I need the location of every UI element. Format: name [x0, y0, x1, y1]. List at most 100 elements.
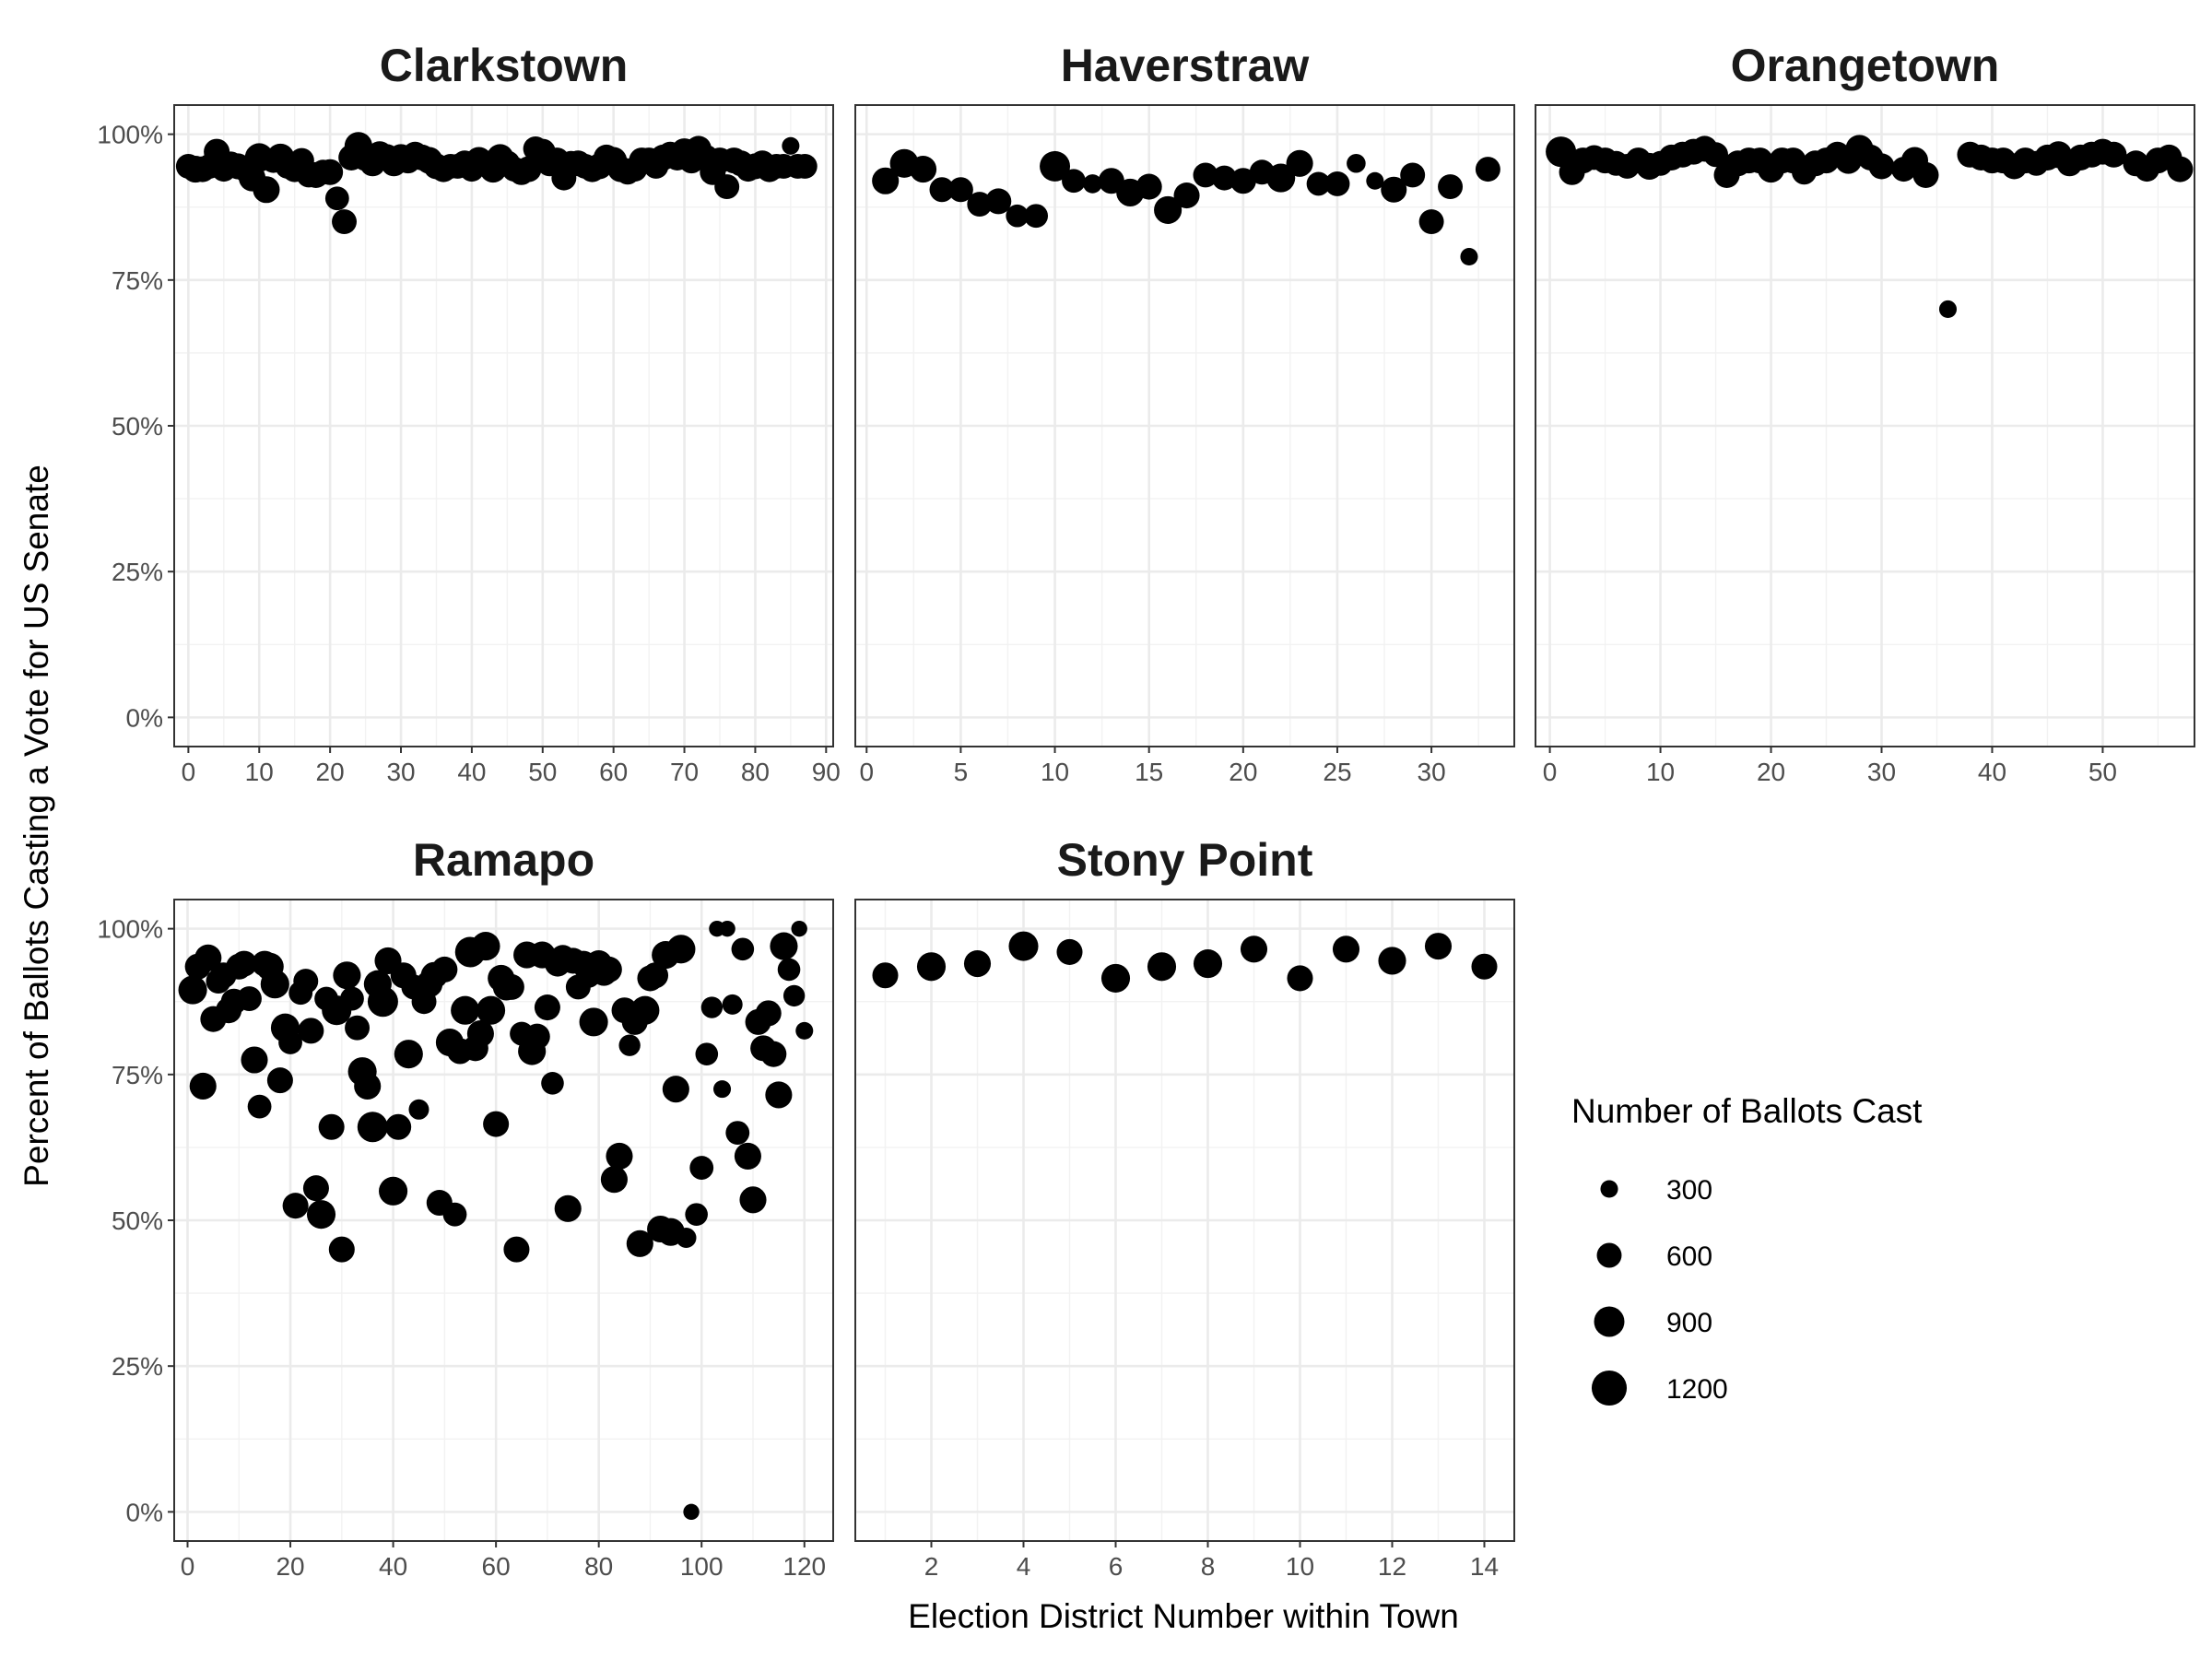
data-point	[676, 1227, 697, 1248]
data-point	[466, 1019, 494, 1048]
data-point	[554, 1194, 582, 1222]
data-point	[451, 995, 480, 1025]
data-point	[1154, 195, 1182, 224]
data-point	[1056, 938, 1083, 965]
legend-key-600	[1596, 1242, 1622, 1268]
data-point	[685, 1203, 708, 1226]
data-point	[1868, 153, 1895, 180]
y-tick-label: 25%	[112, 558, 163, 586]
data-point	[340, 986, 364, 1011]
x-tick-label: 2	[924, 1552, 939, 1581]
data-point	[332, 209, 357, 235]
data-point	[282, 1193, 309, 1219]
data-point	[595, 956, 622, 982]
data-point	[189, 1072, 217, 1100]
data-point	[689, 1156, 714, 1180]
data-point	[1240, 935, 1268, 963]
data-point	[731, 937, 755, 961]
x-tick-label: 20	[276, 1552, 304, 1581]
x-tick-label: 12	[1378, 1552, 1406, 1581]
x-tick-label: 8	[1201, 1552, 1216, 1581]
x-tick-label: 80	[741, 758, 770, 786]
x-tick-label: 0	[182, 758, 196, 786]
data-point	[1193, 949, 1223, 979]
data-point	[477, 995, 506, 1025]
x-tick-label: 20	[1229, 758, 1257, 786]
facet-title-ramapo: Ramapo	[413, 834, 594, 886]
panel-border	[1535, 104, 2195, 747]
data-point	[1400, 162, 1426, 188]
data-point	[178, 975, 207, 1005]
data-point	[777, 958, 801, 982]
data-point	[357, 1112, 388, 1143]
facet-title-haverstraw: Haverstraw	[1061, 40, 1310, 91]
x-tick-label: 4	[1017, 1552, 1031, 1581]
data-point	[1008, 931, 1039, 961]
x-tick-label: 20	[1757, 758, 1785, 786]
data-point	[483, 1111, 510, 1137]
y-axis-title: Percent of Ballots Casting a Vote for US…	[18, 465, 55, 1187]
data-point	[515, 156, 542, 182]
legend-key-300	[1600, 1180, 1618, 1198]
data-point	[1366, 171, 1384, 190]
x-tick-label: 10	[1286, 1552, 1314, 1581]
data-point	[666, 935, 696, 964]
x-tick-label: 10	[1041, 758, 1069, 786]
legend-key-1200	[1591, 1370, 1628, 1406]
size-legend: Number of Ballots Cast 300 600 900 1200	[1571, 1092, 1923, 1406]
facet-title-stony-point: Stony Point	[1057, 834, 1313, 886]
data-point	[293, 969, 319, 994]
data-point	[1332, 935, 1360, 963]
data-point	[354, 1072, 382, 1100]
data-point	[260, 970, 289, 999]
data-point	[1211, 165, 1237, 191]
data-point	[739, 1186, 767, 1214]
data-point	[662, 1076, 689, 1103]
data-point	[534, 994, 560, 1021]
data-point	[236, 986, 262, 1012]
data-point	[328, 1236, 355, 1263]
data-point	[909, 156, 937, 183]
data-point	[2100, 141, 2127, 168]
data-point	[1230, 168, 1256, 194]
data-point	[630, 995, 660, 1025]
data-point	[713, 1080, 732, 1099]
data-point	[683, 1503, 700, 1521]
x-tick-label: 30	[1418, 758, 1446, 786]
facet-clarkstown: Clarkstown 0 10 20 30 40 50 60 70 80 90 0% 25% 50% 75%…	[97, 40, 841, 786]
data-point	[1703, 142, 1729, 168]
data-point	[600, 1166, 628, 1194]
x-tick-label: 5	[954, 758, 969, 786]
y-tick-label: 100%	[97, 121, 163, 149]
y-tick-label: 50%	[112, 1206, 163, 1235]
data-point	[1546, 136, 1577, 168]
data-point	[1306, 171, 1331, 196]
data-point	[503, 1236, 530, 1263]
data-point	[1040, 150, 1071, 182]
x-tick-label: 14	[1470, 1552, 1499, 1581]
facet-orangetown: Orangetown 0 10 20 30 40 50	[1535, 40, 2195, 786]
facet-stony-point: Stony Point 2 4 6 8 10 12 14	[854, 834, 1515, 1581]
data-point	[230, 950, 257, 977]
data-point	[1347, 153, 1366, 173]
data-point	[1324, 171, 1350, 196]
legend-label-600: 600	[1666, 1241, 1712, 1272]
data-point	[947, 177, 973, 203]
data-point	[1287, 965, 1313, 992]
x-tick-label: 15	[1135, 758, 1163, 786]
data-point	[765, 1081, 793, 1109]
x-tick-label: 6	[1109, 1552, 1124, 1581]
panel-plot-area	[174, 105, 833, 747]
data-point	[725, 1121, 750, 1145]
x-tick-label: 60	[599, 758, 628, 786]
data-point	[770, 932, 798, 960]
data-point	[385, 1113, 412, 1140]
data-point	[318, 1113, 345, 1140]
x-tick-label: 50	[2088, 758, 2117, 786]
data-point	[642, 962, 669, 989]
panel-border	[854, 899, 1515, 1542]
data-point	[782, 984, 806, 1007]
legend-key-900	[1594, 1306, 1625, 1337]
data-point	[714, 174, 740, 200]
